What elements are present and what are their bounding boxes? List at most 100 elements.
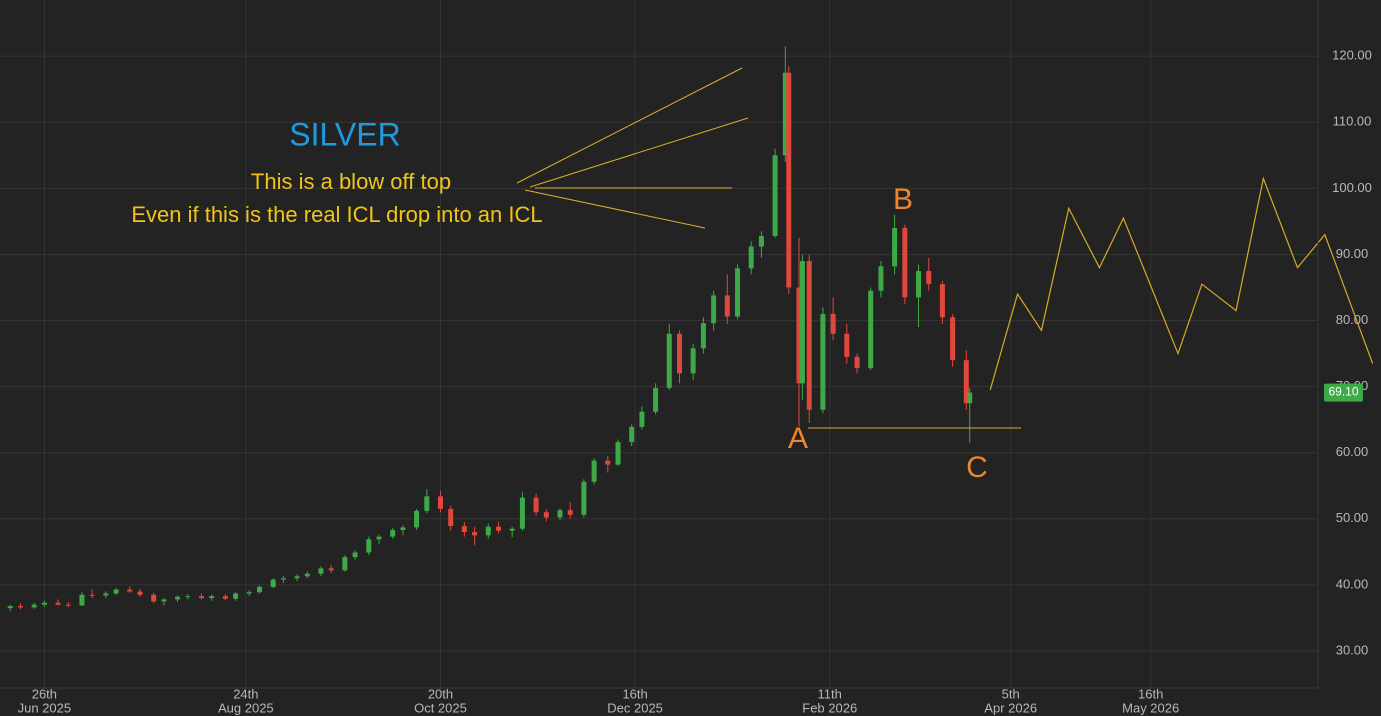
candle-body <box>79 594 85 606</box>
annotation-lines <box>516 67 1021 429</box>
candle-body <box>758 235 764 247</box>
x-tick-label: Oct 2025 <box>414 700 467 715</box>
candle-body <box>711 295 717 324</box>
candle-body <box>55 602 61 605</box>
candle-body <box>519 497 525 529</box>
candle-body <box>17 606 23 608</box>
candle-body <box>366 539 372 553</box>
candle-body <box>615 442 621 465</box>
y-tick-label: 120.00 <box>1332 48 1372 63</box>
candle-body <box>878 266 884 291</box>
candle-body <box>246 592 252 594</box>
candle-body <box>233 593 239 599</box>
x-tick-label: Apr 2026 <box>984 700 1037 715</box>
candle-body <box>926 270 932 285</box>
candle-body <box>581 481 587 515</box>
candle-body <box>198 596 204 599</box>
wave-label: A <box>788 422 808 455</box>
x-tick-label: 26th <box>32 686 57 701</box>
wave-label: B <box>893 183 913 216</box>
candle-body <box>567 510 573 515</box>
candle-body <box>639 411 645 427</box>
wave-label: C <box>966 451 988 484</box>
candle-body <box>270 579 276 587</box>
candle-body <box>437 496 443 509</box>
candle-body <box>400 527 406 531</box>
candle-body <box>629 426 635 443</box>
candle-body <box>424 496 430 511</box>
candle-body <box>127 589 133 592</box>
x-tick-label: Jun 2025 <box>18 700 72 715</box>
candle-body <box>390 530 396 537</box>
x-tick-label: 5th <box>1002 686 1020 701</box>
x-tick-label: 24th <box>233 686 258 701</box>
candle-body <box>666 333 672 388</box>
y-tick-label: 90.00 <box>1336 246 1369 261</box>
candle-body <box>472 532 478 536</box>
annotation-line <box>516 67 743 184</box>
candle-body <box>724 295 730 317</box>
x-tick-label: 16th <box>622 686 647 701</box>
candle-body <box>830 313 836 334</box>
y-tick-label: 80.00 <box>1336 312 1369 327</box>
candle-body <box>543 512 549 518</box>
candle-body <box>916 270 922 298</box>
y-tick-label: 40.00 <box>1336 576 1369 591</box>
candle-body <box>806 261 812 410</box>
candle-body <box>892 228 898 267</box>
candle-body <box>735 268 741 317</box>
candle-body <box>328 568 334 571</box>
grid <box>0 0 1318 688</box>
candle-body <box>533 497 539 513</box>
candle-body <box>342 557 348 571</box>
candle-body <box>963 360 969 404</box>
x-tick-label: Dec 2025 <box>607 700 663 715</box>
x-tick-label: 20th <box>428 686 453 701</box>
annotation-line <box>529 117 749 188</box>
candle-body <box>257 586 263 593</box>
candle-body <box>209 596 215 599</box>
candle-body <box>939 284 945 318</box>
annotation: This is a blow off top <box>251 169 451 194</box>
x-tick-label: Aug 2025 <box>218 700 274 715</box>
last-price-label: 69.10 <box>1328 385 1358 399</box>
candle-body <box>690 348 696 374</box>
candle-body <box>772 155 778 236</box>
candle-body <box>461 526 467 533</box>
candle-body <box>294 576 300 579</box>
y-tick-label: 100.00 <box>1332 180 1372 195</box>
candle-body <box>820 313 826 410</box>
candle-body <box>414 510 420 528</box>
projection-line <box>989 176 1374 391</box>
candle-body <box>509 528 515 531</box>
candle-body <box>676 333 682 374</box>
candle-body <box>352 552 358 558</box>
candle-body <box>967 392 973 404</box>
y-tick-label: 50.00 <box>1336 510 1369 525</box>
candle-body <box>485 526 491 536</box>
candle-body <box>376 536 382 540</box>
candle-body <box>496 526 502 531</box>
x-tick-label: 16th <box>1138 686 1163 701</box>
axes: 30.0040.0050.0060.0070.0080.0090.00100.0… <box>18 48 1372 716</box>
candle-body <box>448 508 454 527</box>
x-tick-label: May 2026 <box>1122 700 1179 715</box>
candle-body <box>700 323 706 349</box>
marks <box>7 46 1374 612</box>
y-tick-label: 30.00 <box>1336 642 1369 657</box>
last-price-box <box>1324 383 1363 402</box>
y-tick-label: 60.00 <box>1336 444 1369 459</box>
candle-body <box>41 602 47 605</box>
candle-body <box>185 596 191 598</box>
candle-body <box>103 593 109 596</box>
candle-body <box>748 246 754 269</box>
candle-body <box>280 578 286 580</box>
candle-body <box>605 460 611 465</box>
candle-body <box>796 287 802 384</box>
candle-body <box>786 72 792 288</box>
annotation-line <box>524 189 706 229</box>
candle-body <box>304 573 310 577</box>
candle-body <box>591 460 597 482</box>
